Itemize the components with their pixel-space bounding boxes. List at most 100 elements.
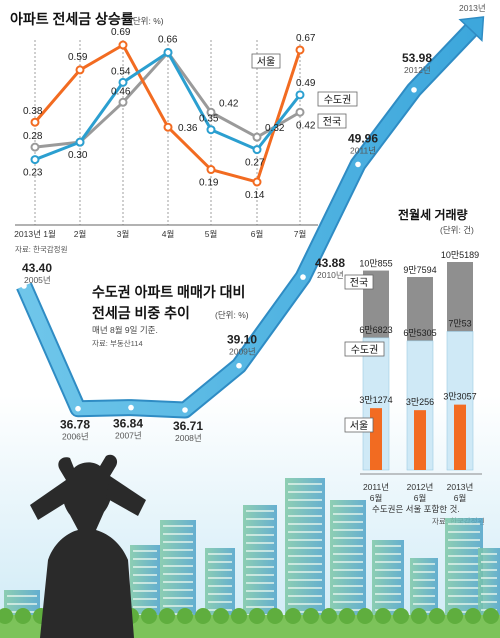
tree (447, 608, 463, 624)
deals-value-seoul: 3만256 (406, 397, 434, 407)
rate-point-전국 (206, 107, 216, 117)
tree (249, 608, 265, 624)
trend-source: 자료: 부동산114 (92, 338, 143, 348)
rate-value-label: 0.67 (296, 33, 316, 44)
rate-legend-label: 수도권 (324, 94, 352, 106)
trend-year-label: 2009년 (229, 347, 256, 357)
tree (303, 608, 319, 624)
rate-point-수도권 (206, 125, 216, 135)
silhouette-left-arm (30, 480, 70, 520)
deals-value-nation: 10만5189 (441, 250, 479, 260)
rate-value-label: 0.14 (245, 190, 265, 201)
rate-x-tick: 2013년 1월 (14, 229, 56, 239)
deals-x-month: 6월 (414, 493, 427, 503)
rate-value-label: 0.46 (111, 86, 131, 97)
rate-point-수도권 (75, 137, 85, 147)
deals-value-seoul: 3만3057 (443, 392, 476, 402)
rate-point-수도권 (252, 145, 262, 155)
rate-point-전국 (295, 107, 305, 117)
rate-value-label: 0.28 (23, 131, 43, 142)
rate-point-서울 (295, 45, 305, 55)
tree (141, 608, 157, 624)
tree (213, 608, 229, 624)
deals-value-nation: 9만7594 (403, 265, 436, 275)
tree (483, 608, 499, 624)
deals-bar-seoul (370, 408, 382, 470)
trend-value-label: 49.96 (348, 131, 378, 145)
tree (339, 608, 355, 624)
rate-point-서울 (252, 177, 262, 187)
rate-value-label: 0.30 (68, 150, 88, 161)
silhouette-right-arm (106, 476, 146, 516)
trend-point (21, 283, 27, 289)
tree (411, 608, 427, 624)
deals-legend-label: 수도권 (351, 344, 379, 356)
tree (0, 608, 13, 624)
rate-value-label: 0.66 (158, 34, 178, 45)
trend-year-label: 2010년 (317, 270, 344, 280)
rate-value-label: 0.38 (23, 106, 43, 117)
trend-point (300, 274, 306, 280)
trend-value-label: 36.84 (113, 417, 143, 431)
trend-point (355, 161, 361, 168)
rate-legend-box (317, 113, 347, 129)
deals-bar-seoul (414, 410, 426, 470)
worried-person-silhouette (40, 454, 134, 638)
deals-value-capital: 6만5305 (403, 328, 436, 338)
trend-title-line2: 전세금 비중 추이 (92, 305, 190, 321)
rate-value-label: 0.36 (178, 123, 198, 134)
deals-bar-nation (407, 277, 433, 341)
deals-unit: (단위: 건) (440, 225, 474, 235)
trend-value-label: 57.21 (457, 0, 487, 3)
rate-value-label: 0.42 (219, 98, 239, 109)
rate-point-전국 (252, 132, 262, 142)
deals-legend-label: 서울 (350, 420, 368, 432)
rate-value-label: 0.19 (199, 178, 219, 189)
rate-x-tick: 7월 (294, 229, 307, 239)
trend-title-line1: 수도권 아파트 매매가 대비 (92, 284, 245, 300)
rate-value-label: 0.59 (68, 52, 88, 63)
tree (393, 608, 409, 624)
rate-x-tick: 4월 (162, 229, 175, 239)
trend-point (128, 404, 134, 411)
rate-series-line-수도권 (34, 50, 302, 161)
trend-value-label: 43.88 (315, 256, 345, 270)
trend-value-label: 39.10 (227, 333, 257, 347)
trend-year-label: 2007년 (115, 431, 142, 441)
rate-value-label: 0.35 (199, 114, 219, 125)
tree (375, 608, 391, 624)
rate-legend-label: 전국 (323, 116, 341, 128)
deals-bar-nation (447, 262, 473, 332)
trend-year-label: 2005년 (24, 275, 51, 285)
trend-value-label: 43.40 (22, 261, 52, 275)
rate-value-label: 0.32 (265, 123, 285, 134)
rate-value-label: 0.49 (296, 78, 316, 89)
tree (285, 608, 301, 624)
trend-year-label: 2011년 (350, 145, 376, 155)
rate-unit: (단위: %) (130, 16, 164, 26)
rate-title: 아파트 전세금 상승률 (10, 11, 134, 27)
deals-legend-box (344, 341, 385, 357)
deals-legend-box (344, 274, 374, 290)
tree (15, 608, 31, 624)
rate-point-서울 (30, 117, 40, 127)
tree (465, 608, 481, 624)
rate-point-수도권 (163, 47, 173, 57)
rate-source: 자료: 한국감정원 (15, 244, 68, 254)
rate-value-label: 0.23 (23, 168, 43, 179)
tree (357, 608, 373, 624)
deals-legend-label: 전국 (350, 277, 368, 289)
rate-point-서울 (75, 65, 85, 75)
rate-point-수도권 (295, 90, 305, 100)
deals-x-year: 2013년 (447, 482, 474, 492)
rate-x-tick: 3월 (117, 229, 130, 239)
deals-x-month: 6월 (370, 493, 383, 503)
deals-x-year: 2012년 (407, 482, 434, 492)
rate-point-서울 (118, 40, 128, 50)
trend-year-label: 2008년 (175, 433, 202, 443)
rate-value-label: 0.69 (111, 27, 131, 38)
trend-arrow-head (458, 16, 485, 42)
trend-value-label: 36.78 (60, 418, 90, 432)
deals-value-seoul: 3만1274 (359, 395, 392, 405)
